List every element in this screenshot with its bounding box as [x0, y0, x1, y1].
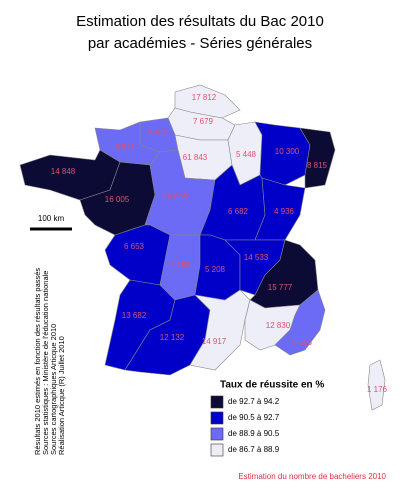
legend-label: de 92.7 à 94.2 — [228, 397, 280, 406]
region-label: 17 812 — [192, 93, 217, 102]
region-label: 14 533 — [244, 253, 269, 262]
legend-label: de 86.7 à 88.9 — [228, 445, 280, 454]
region-label: 6 653 — [124, 242, 145, 251]
source-line: Résultats 2010 estimés en fonction des r… — [33, 268, 42, 455]
legend-label: de 90.5 à 92.7 — [228, 413, 280, 422]
legend-swatch — [210, 411, 224, 425]
region — [274, 289, 326, 356]
region-label: 7 679 — [193, 117, 214, 126]
region-label: 16 005 — [105, 195, 130, 204]
region-label: 13 682 — [122, 311, 147, 320]
region-label: 1 176 — [367, 385, 388, 394]
legend-title: Taux de réussite en % — [220, 380, 324, 391]
region-label: 10 300 — [275, 147, 300, 156]
legend-swatch — [210, 427, 224, 441]
region-label: 5 208 — [205, 265, 226, 274]
region — [367, 359, 386, 411]
region — [254, 121, 311, 186]
region-label: 14 848 — [51, 167, 76, 176]
legend-swatch — [210, 443, 224, 457]
source-line: Réalisation Articque (R) Juillet 2010 — [57, 336, 66, 455]
region-label: 10 596 — [163, 193, 188, 202]
source-line: Sources statistiques : Ministère de l'éd… — [41, 271, 50, 455]
region-label: 5 312 — [148, 129, 169, 138]
region-label: 15 777 — [268, 283, 293, 292]
region-label: 4 936 — [274, 207, 295, 216]
region-label: 2 768 — [170, 261, 191, 270]
region-label: 14 917 — [202, 337, 227, 346]
region-label: 12 830 — [266, 321, 291, 330]
legend-swatch — [210, 395, 224, 409]
region — [299, 127, 336, 189]
region — [189, 289, 251, 371]
source-line: Sources cartographiques Articque 2010 — [49, 324, 58, 455]
region-label: 12 132 — [160, 333, 185, 342]
scale-label: 100 km — [38, 214, 65, 223]
title-line: par académies - Séries générales — [88, 35, 312, 52]
region-label: 6 531 — [115, 143, 136, 152]
note: Estimation du nombre de bacheliers 2010 — [238, 472, 386, 481]
region-label: 5 448 — [236, 150, 257, 159]
title-line: Estimation des résultats du Bac 2010 — [76, 13, 324, 30]
region-label: 8 815 — [307, 161, 328, 170]
legend-label: de 88.9 à 90.5 — [228, 429, 280, 438]
region-label: 61 843 — [183, 153, 208, 162]
region-label: 6 682 — [228, 207, 249, 216]
region-label: 8 553 — [292, 338, 313, 347]
